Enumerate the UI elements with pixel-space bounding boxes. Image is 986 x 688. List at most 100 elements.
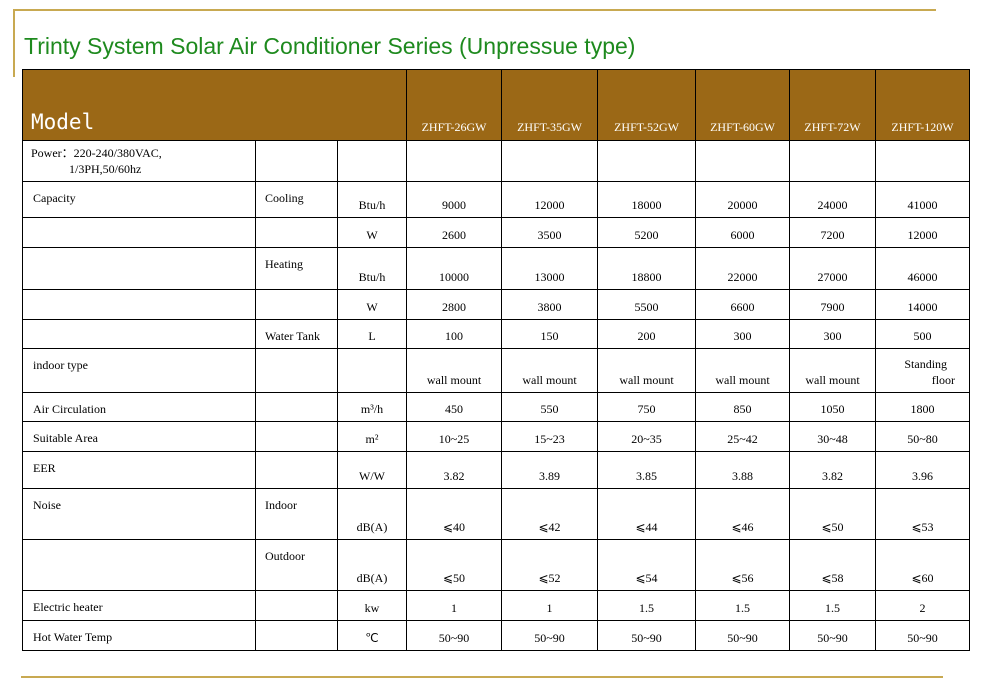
row-unit: kw	[336, 590, 408, 621]
spec-row: Electric heater kw 1 1 1.5 1.5 1.5 2	[22, 590, 971, 621]
row-value: 50~90	[501, 620, 599, 651]
row-value: 27000	[789, 247, 877, 290]
power-row: Power：220-240/380VAC, 1/3PH,50/60hz	[22, 140, 971, 182]
spec-row: Hot Water Temp ℃ 50~90 50~90 50~90 50~90 50~90…	[22, 620, 971, 651]
row-value: 10~25	[406, 421, 503, 452]
row-value: 2600	[406, 217, 503, 248]
model-name: ZHFT-120W	[875, 69, 971, 141]
row-sublabel	[255, 392, 338, 422]
row-value: wall mount	[789, 348, 877, 393]
row-value: ⩽52	[501, 539, 599, 591]
spec-row: indoor type wall mount wall mount wall moun…	[22, 348, 971, 393]
row-value: 1.5	[789, 590, 877, 621]
spec-row: Heating Btu/h 10000 13000 18800 22000 27000 460…	[22, 247, 971, 290]
row-unit: ℃	[336, 620, 408, 651]
row-value: ⩽56	[695, 539, 791, 591]
row-label: Hot Water Temp	[22, 620, 256, 651]
row-value: ⩽46	[695, 488, 791, 540]
row-value: 50~80	[875, 421, 971, 452]
row-unit: Btu/h	[336, 181, 408, 218]
row-label: Capacity	[22, 181, 256, 218]
row-value: 3.82	[406, 451, 503, 489]
row-value: 3.85	[597, 451, 697, 489]
row-unit: W	[336, 289, 408, 320]
row-value: 1800	[875, 392, 971, 422]
row-value: ⩽60	[875, 539, 971, 591]
row-value: 2800	[406, 289, 503, 320]
row-label: Electric heater	[22, 590, 256, 621]
row-value: ⩽50	[406, 539, 503, 591]
model-name: ZHFT-26GW	[406, 69, 503, 141]
row-value: 13000	[501, 247, 599, 290]
row-unit: L	[336, 319, 408, 349]
row-value: ⩽44	[597, 488, 697, 540]
row-unit: Btu/h	[336, 247, 408, 290]
row-value: 100	[406, 319, 503, 349]
row-unit: m³/h	[336, 392, 408, 422]
row-value: 200	[597, 319, 697, 349]
row-value: 18800	[597, 247, 697, 290]
row-value: 500	[875, 319, 971, 349]
row-value: 550	[501, 392, 599, 422]
row-value: 3.88	[695, 451, 791, 489]
row-value: wall mount	[597, 348, 697, 393]
row-value: 7900	[789, 289, 877, 320]
row-label	[22, 217, 256, 248]
row-value: 300	[789, 319, 877, 349]
row-unit: dB(A)	[336, 539, 408, 591]
row-value: 25~42	[695, 421, 791, 452]
row-unit: W/W	[336, 451, 408, 489]
row-value: 20000	[695, 181, 791, 218]
page-title: Trinty System Solar Air Conditioner Seri…	[24, 33, 636, 59]
row-value: 12000	[501, 181, 599, 218]
row-value: 1	[406, 590, 503, 621]
row-value: 3.82	[789, 451, 877, 489]
row-value: 750	[597, 392, 697, 422]
row-value: 12000	[875, 217, 971, 248]
row-sublabel	[255, 590, 338, 621]
row-sublabel	[255, 421, 338, 452]
row-value: 1.5	[695, 590, 791, 621]
row-value: wall mount	[501, 348, 599, 393]
row-value: 1.5	[597, 590, 697, 621]
row-value: 10000	[406, 247, 503, 290]
model-name: ZHFT-60GW	[695, 69, 791, 141]
spec-row: Capacity Cooling Btu/h 9000 12000 18000 20000 2…	[22, 181, 971, 218]
row-sublabel: Water Tank	[255, 319, 338, 349]
spec-rows: Capacity Cooling Btu/h 9000 12000 18000 20000 2…	[22, 181, 971, 651]
power-spec: Power：220-240/380VAC, 1/3PH,50/60hz	[22, 140, 256, 182]
row-value: 150	[501, 319, 599, 349]
row-value: 7200	[789, 217, 877, 248]
row-value: wall mount	[406, 348, 503, 393]
row-value: 6000	[695, 217, 791, 248]
header-row: Model ZHFT-26GW ZHFT-35GW ZHFT-52GW ZHFT…	[21, 69, 971, 141]
row-value: 50~90	[406, 620, 503, 651]
row-label: Suitable Area	[22, 421, 256, 452]
spec-row: Outdoor dB(A) ⩽50 ⩽52 ⩽54 ⩽56 ⩽58 ⩽60	[22, 539, 971, 591]
row-sublabel	[255, 451, 338, 489]
row-value: 450	[406, 392, 503, 422]
row-sublabel: Indoor	[255, 488, 338, 540]
row-sublabel	[255, 217, 338, 248]
row-value: 15~23	[501, 421, 599, 452]
row-value: 30~48	[789, 421, 877, 452]
row-value: ⩽40	[406, 488, 503, 540]
row-value: 9000	[406, 181, 503, 218]
model-header: Model	[21, 69, 408, 141]
spec-row: Suitable Area m² 10~25 15~23 20~35 25~42 30~48…	[22, 421, 971, 452]
row-sublabel: Outdoor	[255, 539, 338, 591]
row-value: 5200	[597, 217, 697, 248]
row-unit: m²	[336, 421, 408, 452]
row-value: wall mount	[695, 348, 791, 393]
row-value: ⩽50	[789, 488, 877, 540]
row-label	[22, 247, 256, 290]
row-value: 50~90	[695, 620, 791, 651]
row-label: Air Circulation	[22, 392, 256, 422]
row-label	[22, 289, 256, 320]
power-line: 1/3PH,50/60hz	[69, 162, 142, 176]
row-label: EER	[22, 451, 256, 489]
row-value: 5500	[597, 289, 697, 320]
row-sublabel	[255, 348, 338, 393]
row-value: 22000	[695, 247, 791, 290]
row-label	[22, 319, 256, 349]
